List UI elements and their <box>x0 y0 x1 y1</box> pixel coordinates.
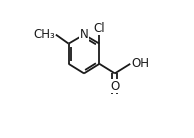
Text: N: N <box>80 28 88 41</box>
Text: O: O <box>110 79 120 93</box>
Text: Cl: Cl <box>94 22 105 35</box>
Text: CH₃: CH₃ <box>33 28 55 41</box>
Text: OH: OH <box>131 57 149 70</box>
